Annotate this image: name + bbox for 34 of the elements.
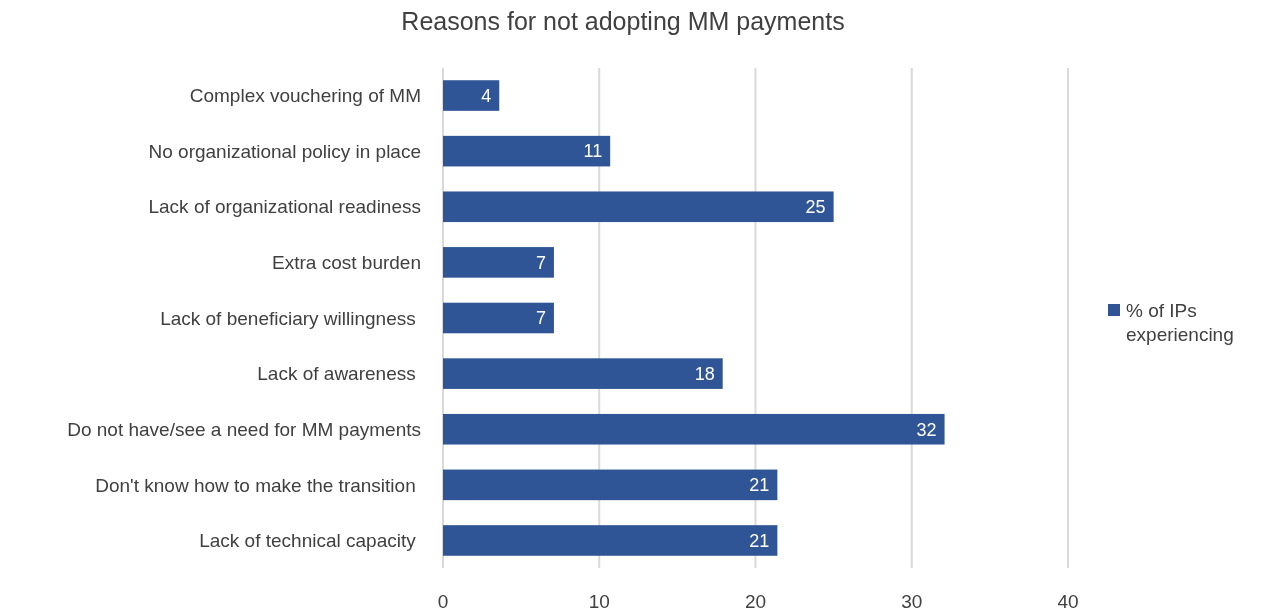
- data-label: 11: [583, 141, 603, 162]
- y-tick-label: Don't know how to make the transition: [95, 474, 421, 496]
- chart-title: Reasons for not adopting MM payments: [401, 7, 845, 35]
- bar: [443, 135, 611, 167]
- data-label: 32: [916, 419, 937, 440]
- bar: [443, 302, 554, 334]
- x-tick-label: 10: [588, 591, 610, 612]
- bar: [443, 525, 778, 556]
- y-tick-label: Lack of beneficiary willingness: [160, 307, 421, 329]
- legend-label: % of IPs experiencing: [1126, 299, 1234, 346]
- bar: [443, 191, 834, 223]
- bar: [443, 247, 554, 278]
- data-label: 18: [694, 363, 715, 384]
- data-label: 4: [481, 85, 492, 106]
- bar: [443, 413, 945, 445]
- x-tick-label: 30: [901, 591, 923, 612]
- y-tick-label: Extra cost burden: [272, 252, 421, 274]
- data-label: 7: [535, 252, 546, 273]
- bar: [443, 469, 778, 501]
- x-tick-label: 20: [744, 591, 767, 612]
- y-tick-label: No organizational policy in place: [148, 140, 421, 162]
- x-tick-label: 40: [1057, 591, 1079, 612]
- data-label: 25: [805, 197, 826, 218]
- y-tick-label: Complex vouchering of MM: [189, 85, 421, 107]
- data-label: 7: [535, 308, 546, 329]
- data-label: 21: [749, 475, 770, 496]
- data-label: 21: [749, 530, 770, 551]
- x-tick-label: 0: [437, 591, 449, 612]
- bar: [443, 80, 500, 111]
- y-tick-label: Lack of organizational readiness: [148, 196, 421, 218]
- y-tick-label: Lack of awareness: [257, 363, 421, 385]
- y-tick-label: Do not have/see a need for MM payments: [67, 418, 421, 440]
- y-tick-label: Lack of technical capacity: [199, 530, 421, 552]
- bar: [443, 358, 723, 389]
